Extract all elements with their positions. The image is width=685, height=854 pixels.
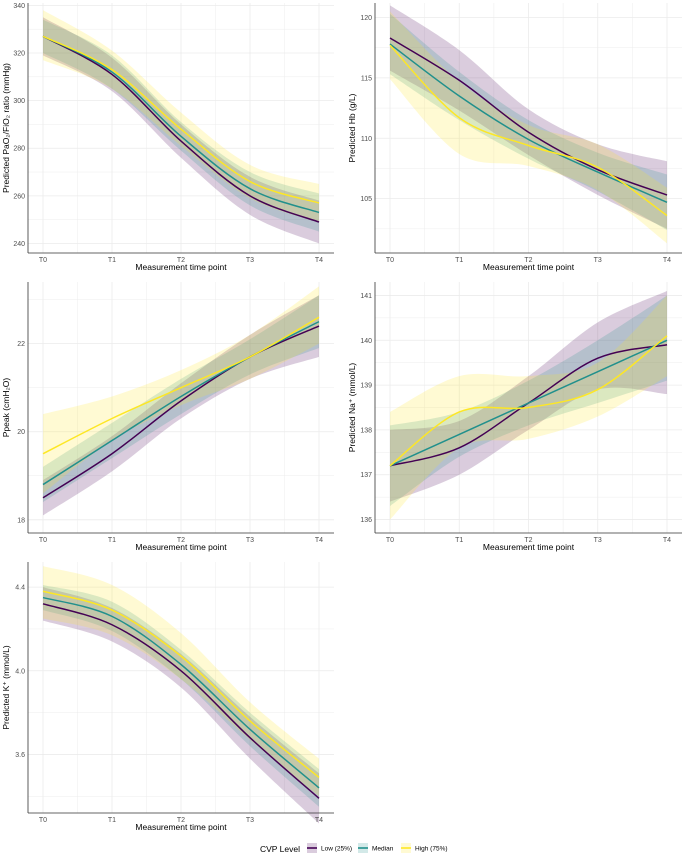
hb-line-median [389, 43, 668, 203]
panel-hb-chart: T0 T1 T2 T3 T4 105 110 115 120 Measurement time p… [347, 3, 682, 272]
pao2-x-tick-label: T1 [108, 257, 116, 264]
na-y-tick-label: 141 [360, 293, 372, 300]
k-x-tick-label: T4 [315, 817, 323, 824]
k-line-median [42, 596, 320, 789]
hb-y-tick-label: 115 [361, 75, 372, 82]
k-y-tick-label: 4.4 [15, 585, 25, 592]
k-ribbon-high [43, 566, 319, 797]
na-ribbon-low [390, 290, 667, 502]
ppeak-ribbon-low [43, 295, 319, 516]
pao2-x-axis-title: Measurement time point [135, 262, 227, 272]
ppeak-x-tick-label: T0 [39, 537, 47, 544]
na-x-tick-label: T0 [386, 537, 394, 544]
pao2-y-tick-label: 280 [13, 146, 25, 153]
na-x-tick-label: T4 [663, 537, 671, 544]
k-y-tick-label: 3.6 [15, 752, 25, 759]
na-y-tick-label: 140 [360, 338, 372, 345]
ppeak-x-tick-label: T3 [246, 537, 254, 544]
k-line-low [42, 603, 320, 799]
pao2-y-tick-label: 260 [13, 193, 25, 200]
pao2-x-tick-label: T4 [315, 257, 323, 264]
pao2-line-median [42, 35, 320, 214]
ppeak-line-high [42, 316, 320, 455]
legend-label-median: Median [372, 846, 394, 853]
legend-entry-median: Median [358, 843, 394, 853]
legend-entry-low: Low (25%) [307, 843, 352, 853]
ppeak-y-tick-label: 22 [17, 341, 25, 348]
na-line-median [389, 339, 668, 467]
na-y-axis-title: Predicted Na⁺ (mmol/L) [347, 363, 357, 453]
k-x-tick-label: T0 [39, 817, 47, 824]
panel-ppeak-chart: T0 T1 T2 T3 T4 18 20 22 Measurement time point Pp… [1, 282, 334, 552]
pao2-x-tick-label: T3 [246, 257, 254, 264]
na-ribbon-median [390, 295, 667, 507]
k-gridlines [28, 562, 334, 813]
pao2-y-axis-title: Predicted PaO₂/FiO₂ ratio (mmHg) [1, 63, 11, 193]
hb-x-tick-label: T3 [594, 257, 602, 264]
ppeak-x-tick-label: T2 [177, 537, 185, 544]
na-x-tick-label: T3 [594, 537, 602, 544]
k-line-high [42, 590, 320, 779]
ppeak-x-tick-label: T1 [108, 537, 116, 544]
ppeak-x-axis-title: Measurement time point [135, 542, 227, 552]
ppeak-y-tick-label: 20 [17, 429, 25, 436]
na-y-tick-label: 138 [360, 427, 372, 434]
na-y-tick-label: 137 [360, 472, 372, 479]
pao2-gridlines [28, 3, 334, 253]
hb-line-high [389, 44, 668, 217]
pao2-x-tick-label: T2 [177, 257, 185, 264]
ppeak-y-tick-label: 18 [17, 517, 25, 524]
legend-entry-high: High (75%) [401, 843, 448, 853]
hb-y-tick-label: 110 [361, 136, 372, 143]
ppeak-ribbon-high [43, 286, 319, 494]
pao2-line-high [42, 35, 320, 204]
na-x-tick-label: T1 [455, 537, 463, 544]
hb-y-tick-label: 120 [360, 15, 372, 22]
k-y-tick-label: 4.0 [15, 668, 25, 675]
k-x-tick-label: T1 [108, 817, 116, 824]
k-x-axis-title: Measurement time point [135, 822, 227, 832]
panel-pao2-chart: T0 T1 T2 T3 T4 240 260 280 300 320 340 Measurement … [1, 3, 334, 272]
hb-x-tick-label: T1 [455, 257, 463, 264]
k-y-axis-title: Predicted K⁺ (mmol/L) [1, 645, 11, 729]
hb-y-tick-label: 105 [360, 196, 372, 203]
pao2-line-low [42, 35, 320, 223]
na-x-tick-label: T2 [524, 537, 532, 544]
hb-y-axis-title: Predicted Hb (g/L) [347, 93, 357, 162]
pao2-y-tick-label: 340 [13, 3, 25, 10]
ppeak-gridlines [28, 282, 334, 533]
panel-k-chart: T0 T1 T2 T3 T4 3.6 4.0 4.4 Measurement time poin… [1, 562, 334, 832]
hb-ribbon-high [390, 11, 667, 244]
na-y-tick-label: 139 [360, 383, 372, 390]
na-x-axis-title: Measurement time point [483, 542, 575, 552]
pao2-x-tick-label: T0 [39, 257, 47, 264]
legend-label-high: High (75%) [415, 846, 448, 853]
legend: CVP Level Low (25%) Median High (75%) [260, 843, 448, 854]
na-line-high [389, 335, 668, 467]
k-x-tick-label: T3 [246, 817, 254, 824]
pao2-y-tick-label: 320 [13, 51, 25, 58]
pao2-y-tick-label: 300 [13, 98, 25, 105]
hb-gridlines [375, 3, 682, 253]
pao2-y-tick-label: 240 [13, 241, 25, 248]
ppeak-ribbon-median [43, 295, 319, 503]
na-y-tick-label: 136 [360, 517, 372, 524]
pao2-ribbon-high [43, 10, 319, 223]
hb-x-axis-title: Measurement time point [483, 262, 575, 272]
hb-ribbon-median [390, 13, 667, 231]
hb-x-tick-label: T4 [663, 257, 671, 264]
hb-x-tick-label: T0 [386, 257, 394, 264]
ppeak-x-tick-label: T4 [315, 537, 323, 544]
hb-line-low [389, 37, 668, 196]
hb-ribbon-low [390, 5, 667, 229]
panel-na-chart: T0 T1 T2 T3 T4 136 137 138 139 140 141 Measurement … [347, 282, 682, 552]
legend-title: CVP Level [260, 844, 300, 854]
k-x-tick-label: T2 [177, 817, 185, 824]
ppeak-y-axis-title: Ppeak (cmH₂O) [1, 378, 11, 438]
na-gridlines [375, 282, 682, 533]
hb-x-tick-label: T2 [524, 257, 532, 264]
k-ribbon-median [43, 585, 319, 807]
legend-label-low: Low (25%) [321, 846, 352, 853]
